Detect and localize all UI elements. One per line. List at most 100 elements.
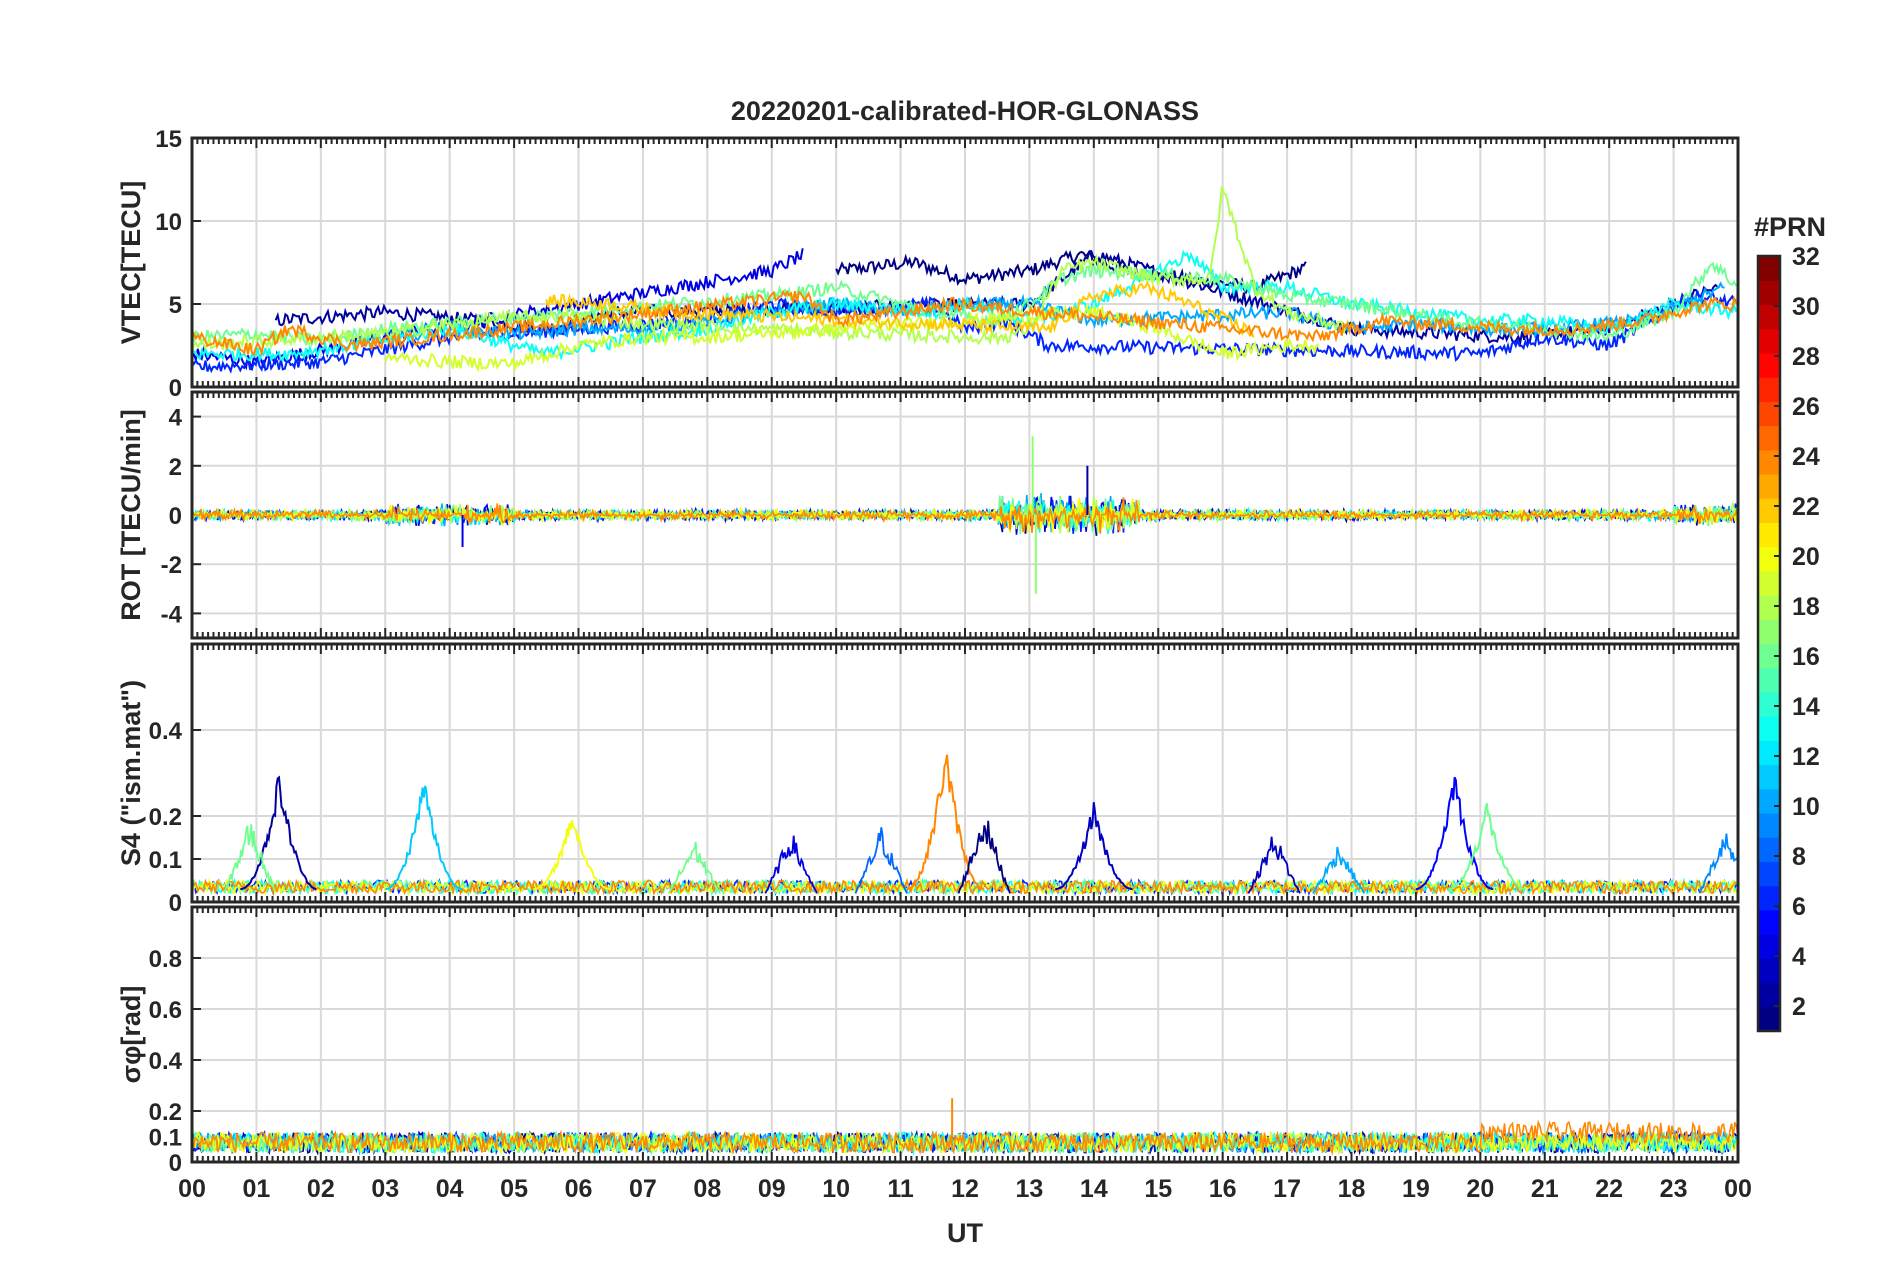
- colorbar-segment: [1758, 595, 1780, 620]
- x-tick-label: 03: [371, 1175, 399, 1203]
- y-tick-label: -4: [161, 601, 183, 628]
- colorbar-segment: [1758, 304, 1780, 330]
- colorbar-tick-label: 20: [1792, 543, 1820, 571]
- colorbar-segment: [1758, 740, 1780, 766]
- series-line-prn-20: [533, 820, 611, 891]
- y-tick-label: 0: [169, 375, 182, 402]
- colorbar-segment: [1758, 958, 1780, 984]
- x-axis: 00 01 02 03 04 05 06 07 08 09 10 11 12 13 14 15 16 17 18 19…: [178, 1175, 1752, 1203]
- colorbar-tick-label: 12: [1792, 743, 1820, 771]
- series-line-prn-4: [192, 248, 804, 372]
- y-tick-label: -2: [161, 552, 182, 579]
- y-axis-label: σφ[rad]: [116, 986, 146, 1084]
- colorbar-segment: [1758, 377, 1780, 402]
- colorbar-tick-label: 28: [1792, 343, 1820, 371]
- panel-4: 00.10.2 0.4 0.6 0.8σφ[rad]: [116, 905, 1740, 1177]
- colorbar-segment: [1758, 425, 1780, 451]
- series-line-prn-18: [192, 186, 1353, 352]
- x-tick-label: 21: [1531, 1175, 1559, 1203]
- series-line-prn-9: [1698, 833, 1738, 894]
- series-line-prn-10: [1312, 846, 1366, 894]
- y-tick-label: 0.1: [149, 1125, 182, 1152]
- colorbar-segment: [1758, 934, 1780, 959]
- y-tick-label: 2: [169, 454, 182, 481]
- x-tick-label: 09: [758, 1175, 786, 1203]
- panel-frame: [190, 136, 1740, 389]
- colorbar-segment: [1758, 764, 1780, 790]
- colorbar-tick-label: 26: [1792, 393, 1820, 421]
- colorbar-segment: [1758, 861, 1780, 887]
- colorbar-segment: [1758, 837, 1780, 863]
- y-tick-label: 15: [155, 126, 182, 153]
- colorbar-segment: [1758, 909, 1780, 935]
- y-tick-label: 5: [169, 292, 182, 319]
- series-line-prn-20: [192, 497, 1738, 534]
- series-line-prn-1: [957, 820, 1011, 894]
- colorbar-tick-label: 32: [1792, 243, 1820, 271]
- colorbar-segment: [1758, 401, 1780, 427]
- y-tick-label: 0: [169, 1150, 182, 1177]
- x-tick-label: 08: [693, 1175, 721, 1203]
- colorbar-segment: [1758, 522, 1780, 548]
- colorbar-segment: [1758, 885, 1780, 911]
- series-line-prn-5: [1415, 776, 1494, 891]
- x-tick-label: 20: [1466, 1175, 1494, 1203]
- y-tick-label: 0.4: [149, 718, 183, 745]
- colorbar-segment: [1758, 352, 1780, 378]
- y-tick-label: 0.2: [149, 804, 182, 831]
- colorbar-segment: [1758, 570, 1780, 596]
- series-line-prn-24: [192, 290, 1738, 358]
- y-tick-label: 0.2: [149, 1099, 182, 1126]
- colorbar-segment: [1758, 788, 1780, 814]
- series-line-prn-6: [192, 290, 1737, 374]
- colorbar-tick-label: 30: [1792, 293, 1820, 321]
- x-tick-label: 10: [822, 1175, 850, 1203]
- series-line-prn-3: [1247, 836, 1301, 894]
- colorbar-frame: [1756, 254, 1782, 1033]
- y-tick-label: 0.4: [149, 1048, 183, 1075]
- x-tick-label: 17: [1273, 1175, 1301, 1203]
- y-axis-label: S4 ("ism.mat"): [116, 680, 146, 866]
- series-line-prn-4: [764, 835, 818, 894]
- series-line-prn-1: [835, 249, 1307, 295]
- series-line-prn-2: [240, 775, 317, 891]
- colorbar-segment: [1758, 546, 1780, 572]
- data-group: [192, 186, 1738, 374]
- colorbar-tick-label: 6: [1792, 893, 1806, 921]
- colorbar-segment: [1758, 256, 1780, 281]
- x-tick-label: 06: [565, 1175, 593, 1203]
- colorbar-segment: [1758, 473, 1780, 499]
- y-tick-label: 0.6: [149, 997, 182, 1024]
- colorbar-segment: [1758, 498, 1780, 524]
- x-tick-label: 22: [1595, 1175, 1623, 1203]
- colorbar-tick-label: 8: [1792, 843, 1806, 871]
- panel-2: -4 -2 0 2 4 ROT [TECU/min]: [116, 390, 1740, 640]
- x-tick-label: 14: [1080, 1175, 1108, 1203]
- panel-frame: [190, 390, 1740, 640]
- colorbar-segment: [1758, 982, 1780, 1008]
- series-line-prn-24: [906, 754, 985, 891]
- x-tick-label: 12: [951, 1175, 979, 1203]
- colorbar-tick-label: 18: [1792, 593, 1820, 621]
- chart-title: 20220201-calibrated-HOR-GLONASS: [731, 96, 1199, 126]
- series-line-prn-3: [1055, 802, 1133, 891]
- x-tick-label: 19: [1402, 1175, 1430, 1203]
- series-line-prn-16: [1448, 802, 1526, 891]
- x-tick-label: 15: [1144, 1175, 1172, 1203]
- x-tick-label: 00: [178, 1175, 206, 1203]
- series-line-prn-16: [223, 824, 276, 894]
- panel-frame: [190, 642, 1740, 904]
- x-tick-label: 02: [307, 1175, 335, 1203]
- series-line-prn-8: [854, 827, 908, 894]
- colorbar-segment: [1758, 280, 1780, 306]
- colorbar-segment: [1758, 328, 1780, 354]
- y-tick-label: 0: [169, 503, 182, 530]
- data-group: [192, 754, 1738, 897]
- data-group: [192, 436, 1738, 594]
- y-tick-label: 4: [169, 405, 183, 432]
- x-axis-label: UT: [947, 1218, 983, 1248]
- series-line-prn-24: [192, 1119, 1738, 1156]
